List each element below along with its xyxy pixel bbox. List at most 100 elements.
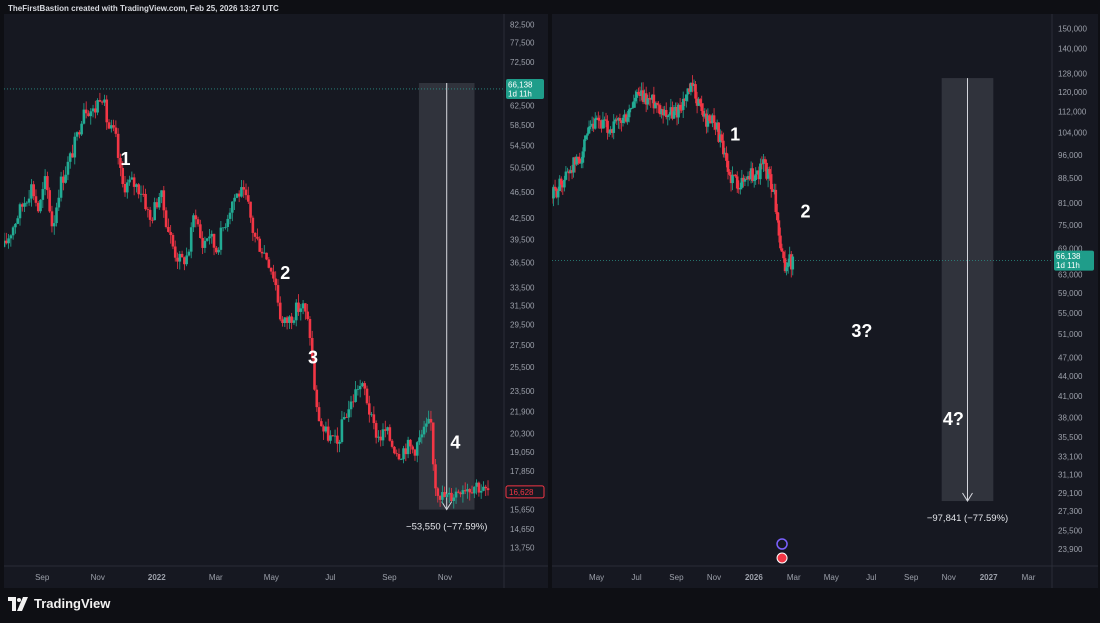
candle-body [584,135,588,140]
candle-body [669,107,673,115]
y-tick-label: 69,000 [1058,245,1083,254]
candle-body [708,115,711,121]
candle-body [119,157,122,168]
y-tick-label: 31,500 [510,301,535,310]
y-tick-label: 54,500 [510,141,535,150]
candle-body [695,98,699,106]
y-tick-label: 25,500 [1058,527,1083,536]
candle-body [128,179,131,183]
candle-body [593,118,597,129]
candle-body [777,220,781,236]
candle-body [4,240,8,244]
candle-body [678,104,682,110]
candle-body [363,383,367,389]
candle-body [160,190,163,197]
candlestick-chart-left[interactable]: 82,50077,50072,50067,50062,50058,50054,5… [4,14,548,588]
candle-body [253,232,257,237]
candle-body [297,302,300,312]
candle-body [192,215,195,228]
candle-body [59,176,63,198]
candle-body [576,156,580,159]
candle-body [677,104,680,118]
candle-body [651,94,654,100]
candle-body [640,90,643,96]
y-tick-label: 31,100 [1058,470,1083,479]
candle-body [98,100,102,102]
candle-body [212,233,216,248]
candle-body [705,113,708,127]
candle-body [694,84,697,99]
candle-body [135,184,138,187]
chart-panel-left[interactable]: 82,50077,50072,50067,50062,50058,50054,5… [4,14,548,588]
y-tick-label: 23,500 [510,387,535,396]
candle-body [615,119,619,121]
candle-body [654,102,657,109]
x-tick-label: Mar [209,573,223,582]
candle-body [457,491,460,493]
candle-body [265,252,268,260]
candle-body [194,215,198,220]
candle-body [370,414,373,416]
candle-body [377,436,380,438]
candle-body [479,490,483,493]
candle-body [783,258,787,272]
candle-body [107,122,111,129]
candle-body [641,90,645,102]
candle-body [185,255,188,265]
candle-body [103,99,106,103]
candle-body [367,403,371,415]
x-tick-label: Nov [707,573,721,582]
price-badge [1054,250,1094,271]
y-tick-label: 14,650 [510,525,535,534]
candle-body [607,132,611,134]
candle-body [231,201,234,213]
candle-body [7,238,10,244]
candle-body [388,427,392,441]
chart-panel-right[interactable]: 150,000 140,000 128,000 120,000 112,000 104,0… [552,14,1098,588]
candle-body [742,177,745,182]
y-tick-label: 62,500 [510,101,535,110]
y-tick-label: 25,500 [510,363,535,372]
candle-body [256,236,259,239]
candle-body [306,311,309,319]
candle-body [620,120,623,124]
candle-body [32,184,35,197]
candle-body [30,184,33,199]
candle-body [752,179,756,182]
candle-body [68,153,72,162]
candle-body [438,495,442,500]
candle-body [338,441,341,444]
candle-body [322,426,325,432]
candle-body [466,489,469,492]
candle-body [151,219,154,221]
candle-body [242,187,246,190]
candle-body [349,401,353,410]
candle-body [618,118,622,121]
candle-body [706,115,710,127]
candle-body [347,409,351,418]
candle-body [769,174,773,190]
candle-body [780,248,784,252]
candle-body [703,113,707,117]
candle-body [183,257,186,265]
candle-body [294,302,298,321]
y-tick-label: 39,500 [510,235,535,244]
candle-body [14,223,17,228]
price-badge-value: 66,138 [508,80,533,89]
candle-body [178,253,182,262]
candle-body [671,107,674,119]
candle-body [157,196,161,208]
candle-body [320,421,323,427]
candlestick-chart-right[interactable]: 150,000 140,000 128,000 120,000 112,000 104,0… [552,14,1098,588]
candle-body [210,233,214,237]
candle-body [765,162,768,179]
candle-body [420,434,424,438]
candle-body [141,193,145,195]
footer-brand[interactable]: TradingView [8,596,110,611]
last-price-value: 16,628 [509,488,534,497]
candle-body [41,189,45,200]
candle-body [578,158,582,164]
candle-body [637,91,640,95]
candle-body [71,153,74,158]
y-tick-label: 72,500 [510,58,535,67]
